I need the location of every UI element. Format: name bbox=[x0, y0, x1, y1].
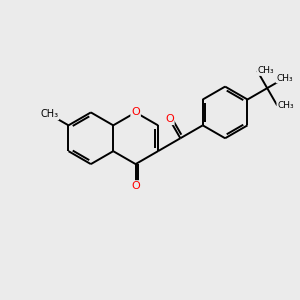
Text: CH₃: CH₃ bbox=[40, 110, 58, 119]
Text: CH₃: CH₃ bbox=[257, 66, 274, 75]
Text: O: O bbox=[165, 114, 174, 124]
Text: CH₃: CH₃ bbox=[276, 74, 293, 82]
Text: O: O bbox=[131, 107, 140, 117]
Text: O: O bbox=[131, 181, 140, 191]
Text: CH₃: CH₃ bbox=[277, 101, 294, 110]
